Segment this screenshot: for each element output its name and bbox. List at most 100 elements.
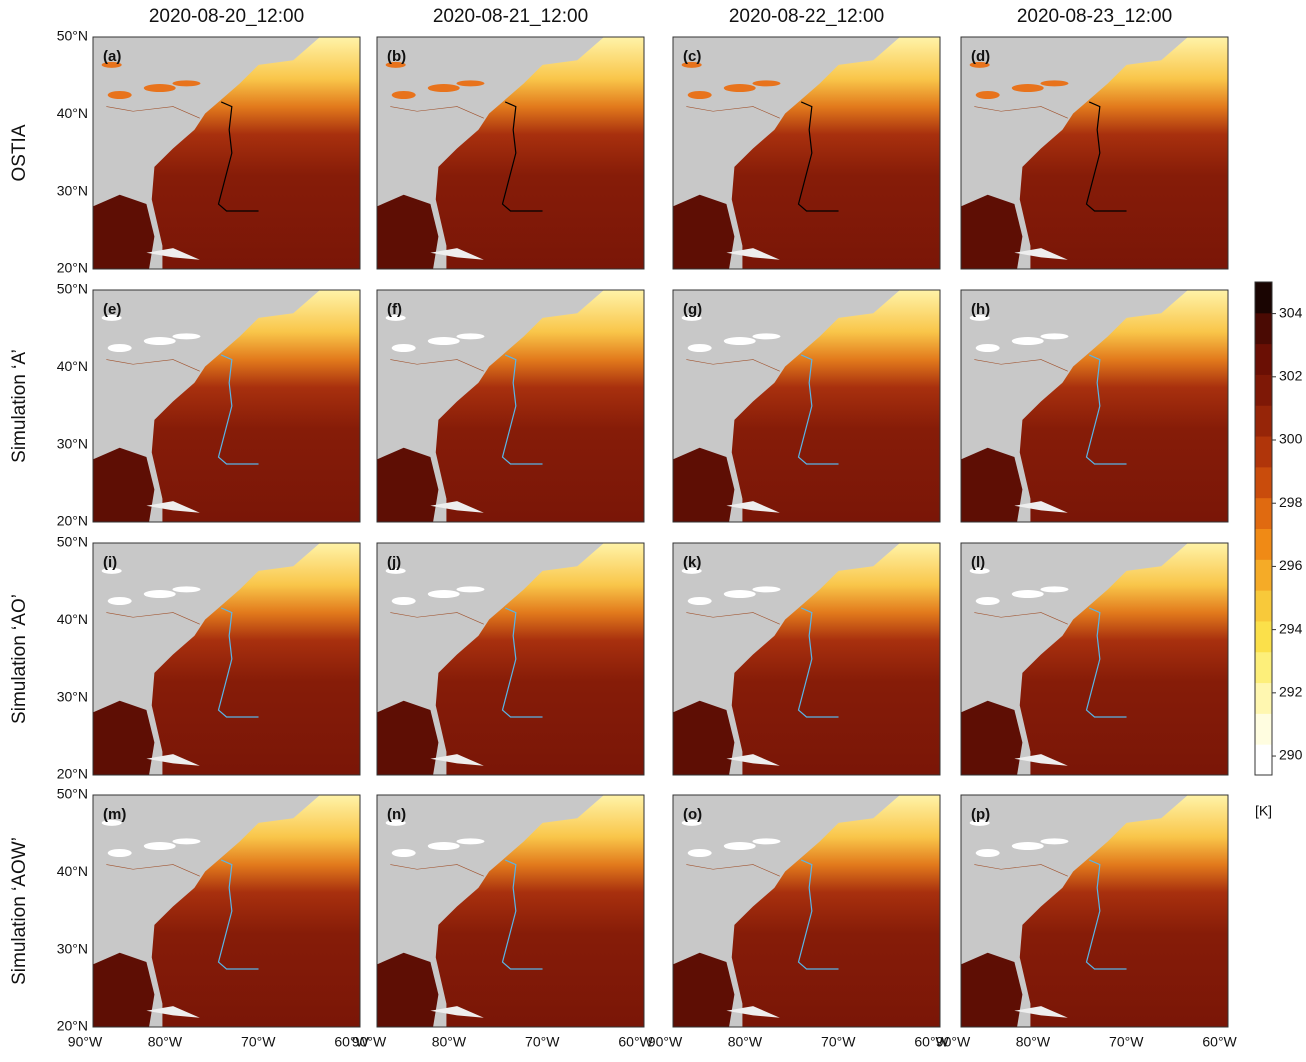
gulf: [93, 701, 154, 775]
lake: [752, 80, 780, 86]
lake: [428, 842, 460, 850]
colorbar-tick-label: 292: [1279, 684, 1303, 700]
map-panel: (l): [961, 543, 1228, 775]
lake: [1040, 838, 1068, 844]
lake: [144, 842, 176, 850]
panel-label: (f): [387, 301, 402, 318]
map-panel: (j): [377, 543, 644, 775]
colorbar-segment: [1255, 405, 1272, 436]
lake: [752, 333, 780, 339]
colorbar-tick-label: 296: [1279, 557, 1303, 573]
gulf: [93, 953, 154, 1027]
lake: [392, 849, 416, 857]
lat-tick-label: 30°N: [57, 940, 88, 956]
colorbar-segment: [1255, 313, 1272, 344]
lon-tick-label: 90°W: [352, 1034, 387, 1050]
gulf: [93, 448, 154, 522]
panel-label: (h): [971, 301, 990, 318]
lake: [752, 586, 780, 592]
lake: [108, 849, 132, 857]
colorbar-segment: [1255, 744, 1272, 775]
colorbar-segment: [1255, 590, 1272, 621]
lon-tick-label: 70°W: [525, 1034, 560, 1050]
gulf: [961, 701, 1022, 775]
lat-tick-label: 40°N: [57, 611, 88, 627]
panel-label: (k): [683, 554, 701, 571]
colorbar-tick-label: 302: [1279, 368, 1303, 384]
map-panel: (b): [377, 37, 644, 269]
colorbar-segment: [1255, 436, 1272, 467]
lat-tick-label: 20°N: [57, 1018, 88, 1034]
colorbar-segment: [1255, 713, 1272, 744]
panel-label: (c): [683, 48, 701, 65]
lake: [1040, 333, 1068, 339]
lake: [172, 80, 200, 86]
lon-tick-label: 80°W: [148, 1034, 183, 1050]
gulf: [673, 953, 734, 1027]
row-label: OSTIA: [9, 124, 30, 181]
gulf: [961, 448, 1022, 522]
lake: [144, 337, 176, 345]
map-panel: (m): [93, 795, 360, 1027]
colorbar-segment: [1255, 282, 1272, 313]
lon-tick-label: 90°W: [68, 1034, 103, 1050]
panel-label: (l): [971, 554, 985, 571]
map-panel: (c): [673, 37, 940, 269]
lake: [724, 590, 756, 598]
lake: [456, 586, 484, 592]
lake: [1040, 586, 1068, 592]
colorbar-segment: [1255, 621, 1272, 652]
lake: [456, 838, 484, 844]
gulf: [961, 195, 1022, 269]
lake: [428, 337, 460, 345]
lake: [428, 84, 460, 92]
colorbar-tick-label: 304: [1279, 304, 1303, 320]
gulf: [673, 701, 734, 775]
gulf: [93, 195, 154, 269]
lake: [724, 842, 756, 850]
colorbar-tick-label: 290: [1279, 747, 1303, 763]
lat-tick-label: 40°N: [57, 863, 88, 879]
lake: [456, 80, 484, 86]
lake: [1012, 84, 1044, 92]
panel-label: (e): [103, 301, 121, 318]
map-panel: (n): [377, 795, 644, 1027]
gulf: [961, 953, 1022, 1027]
lake: [976, 597, 1000, 605]
column-header: 2020-08-21_12:00: [433, 6, 588, 27]
lake: [392, 344, 416, 352]
panel-label: (n): [387, 806, 406, 823]
lake: [172, 333, 200, 339]
lake: [108, 344, 132, 352]
lat-tick-label: 20°N: [57, 260, 88, 276]
lake: [1012, 590, 1044, 598]
lake: [976, 91, 1000, 99]
lake: [456, 333, 484, 339]
map-panel: (f): [377, 290, 644, 522]
lake: [688, 344, 712, 352]
gulf: [377, 195, 438, 269]
lake: [752, 838, 780, 844]
row-label: Simulation ‘AOW’: [9, 837, 30, 985]
lat-tick-label: 30°N: [57, 435, 88, 451]
panel-label: (p): [971, 806, 990, 823]
colorbar-segment: [1255, 374, 1272, 405]
lon-tick-label: 80°W: [1016, 1034, 1051, 1050]
lake: [724, 337, 756, 345]
colorbar-segment: [1255, 559, 1272, 590]
colorbar-tick-label: 294: [1279, 620, 1303, 636]
lon-tick-label: 70°W: [821, 1034, 856, 1050]
colorbar-segment: [1255, 529, 1272, 560]
colorbar-segment: [1255, 498, 1272, 529]
lon-tick-label: 90°W: [936, 1034, 971, 1050]
map-panel: (h): [961, 290, 1228, 522]
lake: [172, 586, 200, 592]
lat-tick-label: 30°N: [57, 182, 88, 198]
colorbar-segment: [1255, 683, 1272, 714]
panel-label: (d): [971, 48, 990, 65]
figure: 2020-08-20_12:002020-08-21_12:002020-08-…: [0, 0, 1306, 1057]
map-panel: (k): [673, 543, 940, 775]
lat-tick-label: 30°N: [57, 688, 88, 704]
lat-tick-label: 40°N: [57, 105, 88, 121]
panel-label: (a): [103, 48, 121, 65]
